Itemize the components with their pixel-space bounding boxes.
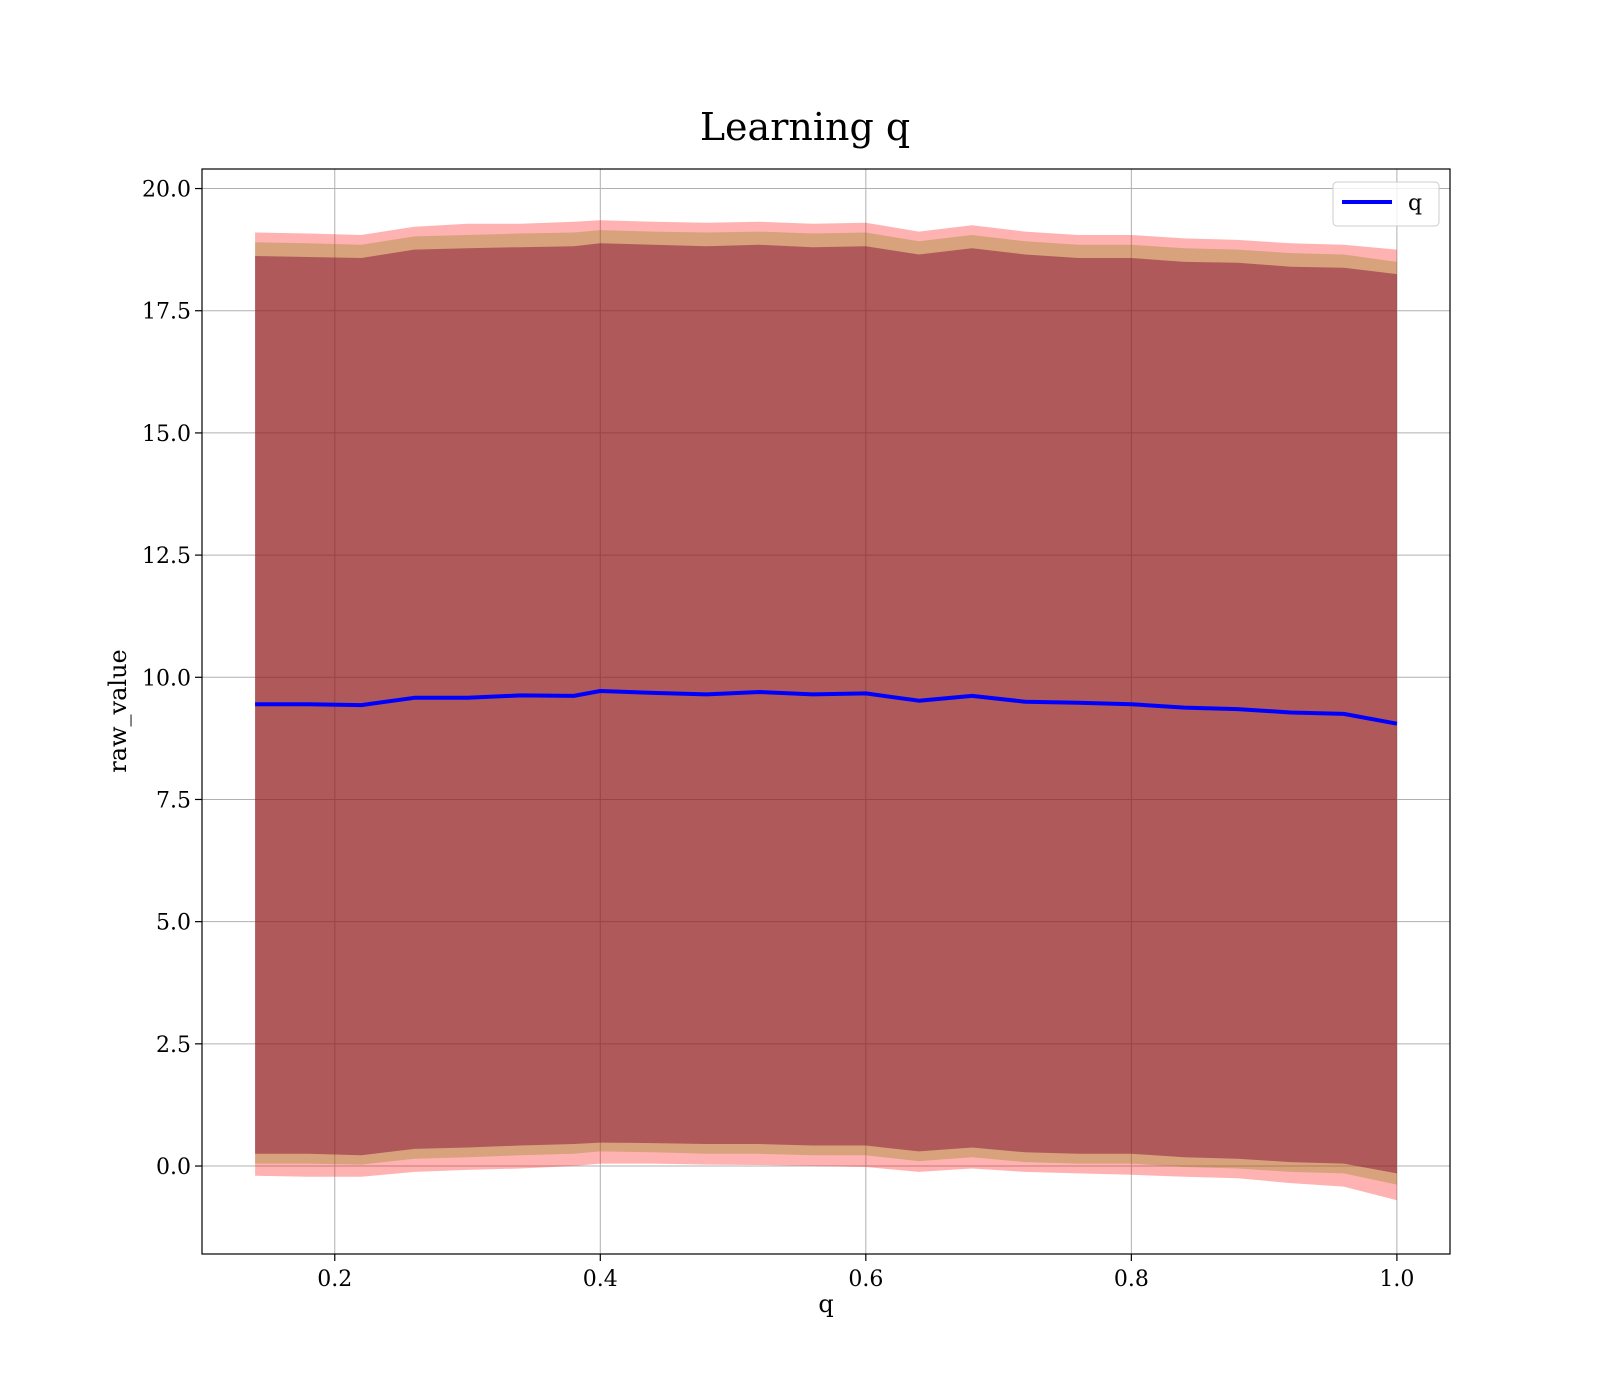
series-layer (255, 689, 1398, 726)
y-axis: 0.0 2.5 5.0 7.5 10.0 12.5 15.0 17.5 20.0 (142, 178, 202, 1180)
band-1 (255, 230, 1397, 1185)
plot-frame (201, 168, 1451, 1255)
x-tick-label: 0.4 (583, 1267, 618, 1292)
y-tick-label: 12.5 (142, 544, 191, 569)
x-tick-label: 0.8 (1114, 1267, 1149, 1292)
x-tick-label: 1.0 (1379, 1267, 1414, 1292)
y-axis-label: raw_value (104, 649, 132, 773)
y-tick-label: 20.0 (142, 178, 191, 203)
legend-label-q: q (1408, 191, 1422, 216)
y-tick-label: 0.0 (156, 1155, 191, 1180)
band-2 (255, 243, 1397, 1174)
band-layer (255, 220, 1397, 1201)
x-axis-label: q (818, 1290, 833, 1318)
band-0 (255, 220, 1397, 1201)
series-line-0 (255, 689, 1398, 726)
chart-title: Learning q (700, 105, 910, 149)
x-axis: 0.2 0.4 0.6 0.8 1.0 (317, 1254, 1414, 1292)
grid (202, 169, 1450, 1254)
y-tick-label: 2.5 (156, 1033, 191, 1058)
plot-area (202, 169, 1450, 1254)
y-tick-label: 17.5 (142, 300, 191, 325)
y-tick-label: 15.0 (142, 422, 191, 447)
y-tick-label: 5.0 (156, 911, 191, 936)
legend: q (1332, 181, 1440, 227)
y-tick-label: 7.5 (156, 788, 191, 813)
y-tick-label: 10.0 (142, 666, 191, 691)
x-tick-label: 0.6 (848, 1267, 883, 1292)
x-tick-label: 0.2 (317, 1267, 352, 1292)
